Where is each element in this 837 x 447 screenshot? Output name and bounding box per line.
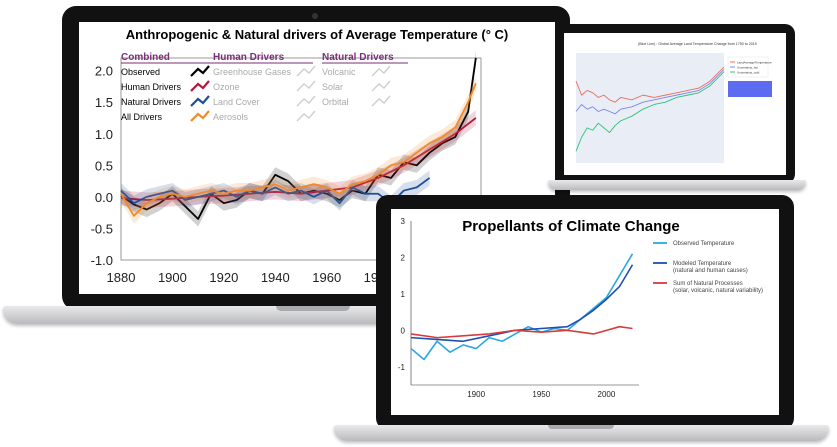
- laptop-bottom-right-base: [334, 425, 829, 441]
- x-tick-label: 1900: [467, 390, 485, 399]
- series-line-sum-of-natural-processes-solar-volcanic-natural-variability: [410, 325, 633, 339]
- y-tick-label: 0.0: [95, 190, 113, 205]
- y-tick-label: -0.5: [91, 221, 113, 236]
- y-tick-label: 1.5: [95, 95, 113, 110]
- legend-swatch: [190, 110, 210, 122]
- chart-drivers: Anthropogenic & Natural drivers of Avera…: [91, 27, 509, 285]
- legend-header: Natural Drivers: [322, 52, 394, 63]
- y-tick-label: 0: [401, 326, 406, 335]
- y-tick-label: 0.5: [95, 158, 113, 173]
- x-tick-label: 1900: [158, 270, 187, 285]
- legend-item-label: Greenhouse Gases: [213, 67, 292, 77]
- legend-item-label: LandAverageTemperature: [737, 61, 772, 65]
- series-line-modeled-temperature-natural-and-human-causes: [410, 264, 634, 343]
- laptop-bottom-right-screen: Propellants of Climate Change 3 2 1 0 -1 1900 1…: [391, 209, 779, 415]
- legend-item-label: Human Drivers: [121, 82, 182, 92]
- series-line-observed-temperature: [410, 253, 634, 361]
- legend-item-label: All Drivers: [121, 112, 163, 122]
- y-tick-label: 1: [401, 290, 406, 299]
- legend-item-label: Aerosols: [213, 112, 249, 122]
- y-tick-label: 2: [401, 253, 406, 262]
- laptop-top-right-base: [548, 180, 806, 190]
- y-tick-label: -1: [398, 363, 406, 372]
- plot-background: [576, 53, 724, 163]
- series-line-human-drivers: [120, 117, 477, 201]
- legend-item-label: Ozone: [213, 82, 240, 92]
- legend-item-label: Sum of Natural Processes: [673, 281, 743, 287]
- legend-swatch: [371, 80, 391, 92]
- y-tick-label: 2.0: [95, 64, 113, 79]
- legend-swatch: [190, 80, 210, 92]
- y-tick-label: 1.0: [95, 127, 113, 142]
- legend-swatch: [296, 65, 316, 77]
- chart-title: Anthropogenic & Natural drivers of Avera…: [126, 27, 509, 42]
- chart-title: (Blue Line) : Global Average Land Temper…: [638, 42, 757, 46]
- legend-item-label: Observed Temperature: [673, 241, 735, 247]
- legend-item-label: (solar, volcanic, natural variability): [673, 288, 763, 294]
- x-tick-label: 1940: [261, 270, 290, 285]
- series-line-uncertainty-hot: [575, 69, 725, 115]
- legend-swatch: [371, 95, 391, 107]
- series-band-natural-drivers: [121, 170, 430, 211]
- hover-tooltip: [728, 81, 772, 97]
- legend-box: [727, 56, 769, 78]
- legend-swatch: [296, 80, 316, 92]
- legend-item-label: (natural and human causes): [673, 268, 748, 274]
- x-tick-label: 1960: [312, 270, 341, 285]
- series-line-uncertainty-cold: [575, 71, 725, 152]
- legend-item-label: Uncertainty_hot: [737, 66, 758, 70]
- legend-item-label: Natural Drivers: [121, 97, 182, 107]
- y-tick-label: 3: [401, 217, 406, 226]
- legend-swatch: [190, 65, 210, 77]
- chart-land-temperature: (Blue Line) : Global Average Land Temper…: [575, 42, 772, 163]
- legend-item-label: Modeled Temperature: [673, 261, 732, 267]
- legend-swatch: [296, 95, 316, 107]
- chart-propellants: Propellants of Climate Change 3 2 1 0 -1 1900 1…: [398, 217, 763, 399]
- x-tick-label: 1950: [532, 390, 550, 399]
- legend-swatch: [296, 110, 316, 122]
- legend-swatch: [190, 95, 210, 107]
- series-band-observed: [121, 50, 476, 227]
- x-tick-label: 1920: [209, 270, 238, 285]
- x-tick-label: 2000: [598, 390, 616, 399]
- series-line-landaveragetemperature: [575, 66, 725, 103]
- laptop-bottom-right-notch: [548, 425, 614, 429]
- legend-header: Human Drivers: [213, 52, 285, 63]
- legend-item-label: Land Cover: [213, 97, 260, 107]
- series-line-natural-drivers: [120, 177, 431, 205]
- series-band-all-drivers: [121, 75, 476, 224]
- legend-item-label: Solar: [322, 82, 343, 92]
- legend-item-label: Observed: [121, 67, 160, 77]
- legend-header: Combined: [121, 52, 170, 63]
- legend-swatch: [371, 65, 391, 77]
- laptop-left-notch: [276, 306, 350, 311]
- laptop-top-right-screen: (Blue Line) : Global Average Land Temper…: [564, 33, 786, 175]
- series-line-all-drivers: [120, 82, 477, 217]
- x-tick-label: 1880: [107, 270, 136, 285]
- legend-item-label: Orbital: [322, 97, 349, 107]
- legend-item-label: Uncertainty_cold: [737, 71, 760, 75]
- y-tick-label: -1.0: [91, 253, 113, 268]
- chart-title: Propellants of Climate Change: [462, 218, 680, 235]
- laptop-left-camera: [312, 13, 318, 19]
- legend-item-label: Volcanic: [322, 67, 356, 77]
